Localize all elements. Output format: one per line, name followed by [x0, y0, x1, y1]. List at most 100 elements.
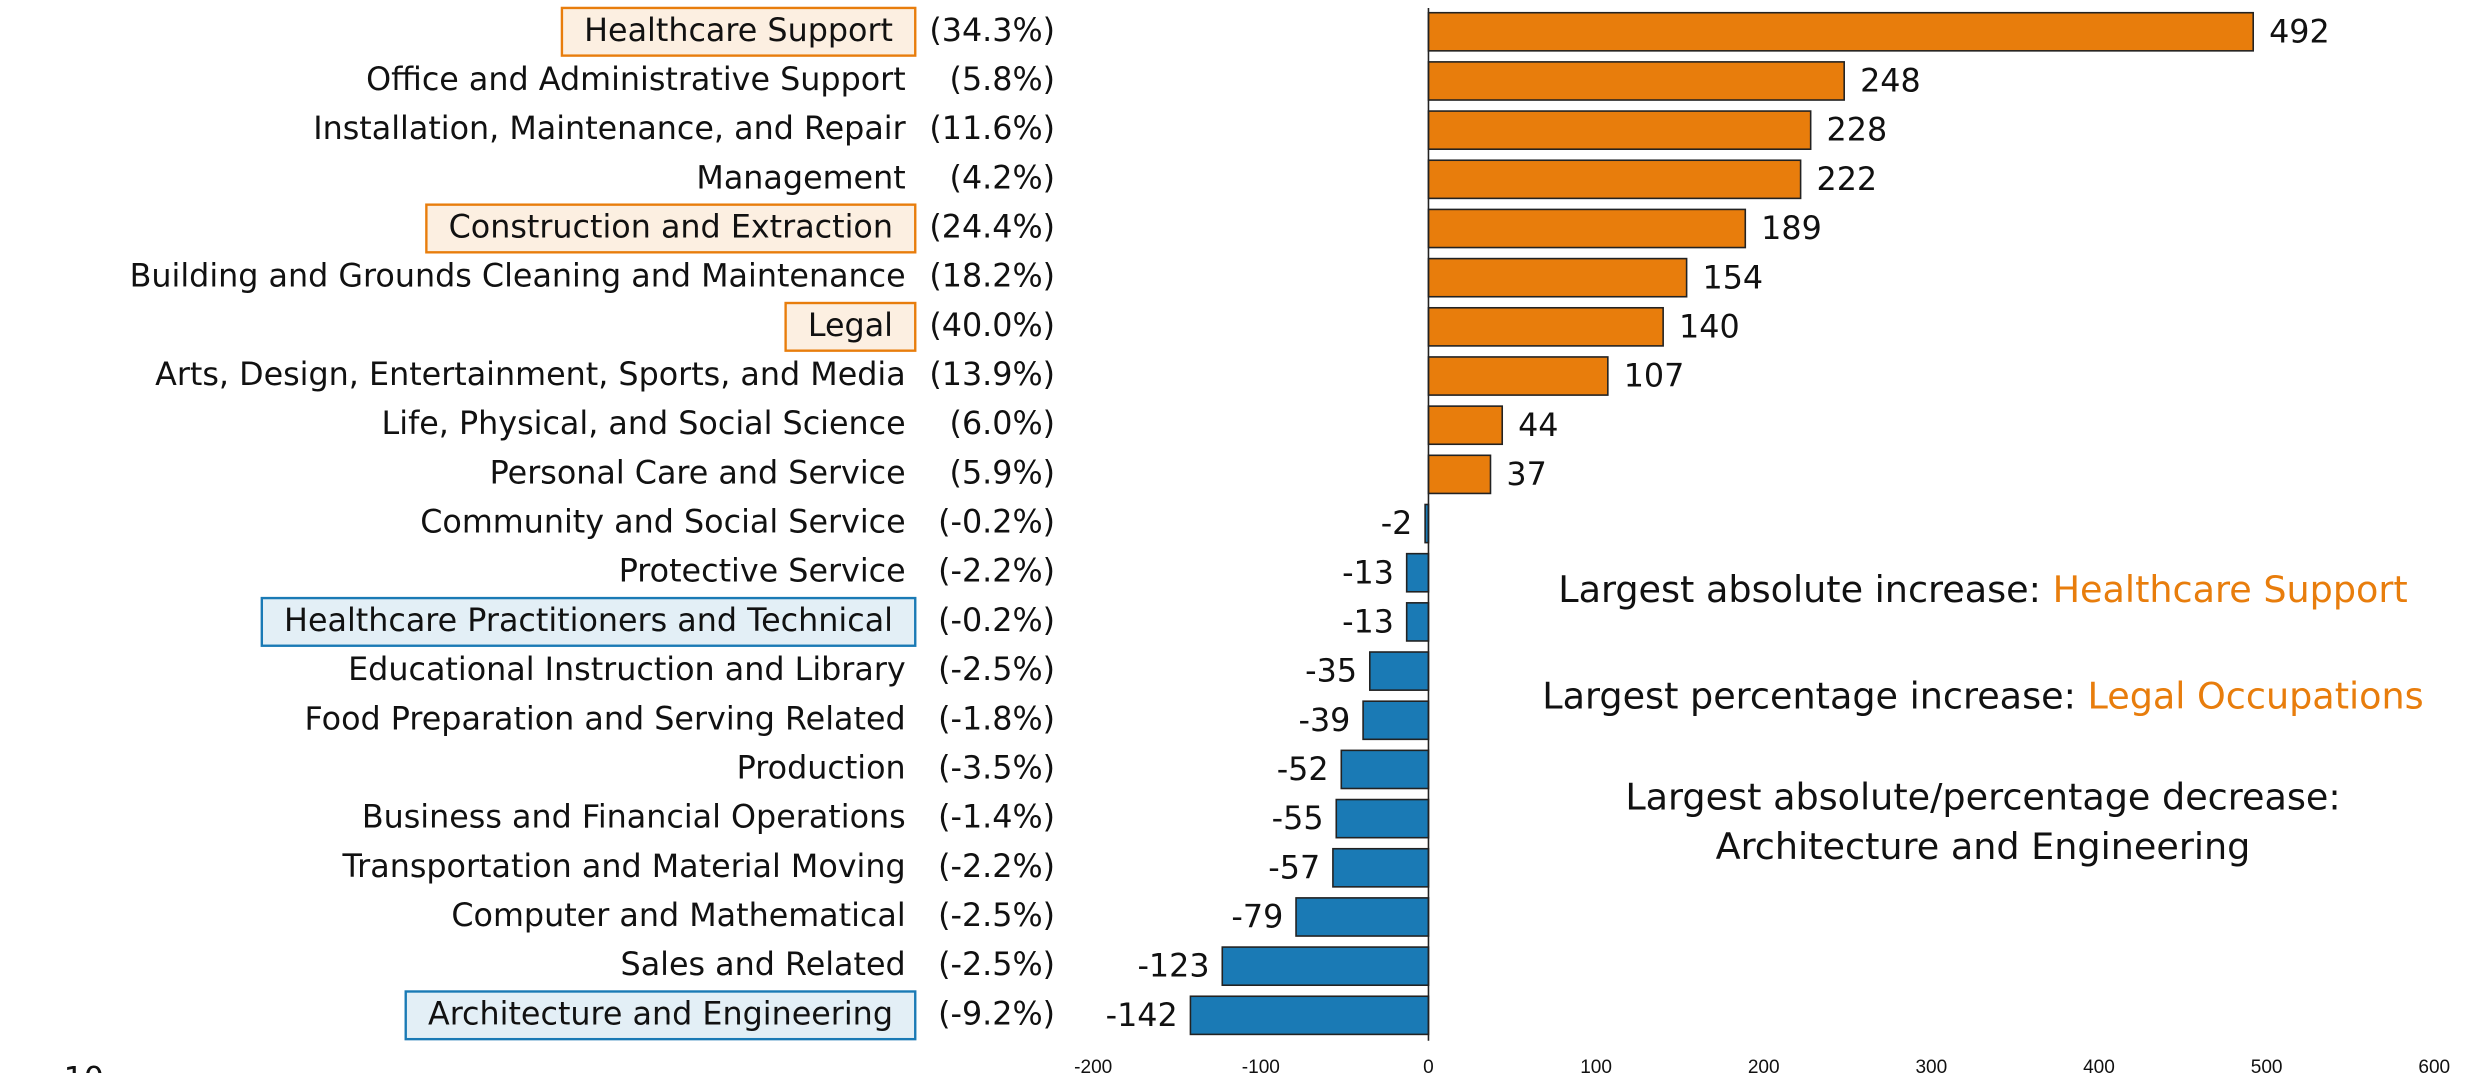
category-label: Educational Instruction and Library: [348, 652, 906, 688]
category-label: Business and Financial Operations: [362, 800, 906, 836]
value-label: -79: [1231, 900, 1283, 936]
percent-label: (-2.5%): [938, 652, 1055, 688]
bar: [1427, 356, 1609, 396]
annotation-text: Largest absolute/percentage decrease:: [1625, 776, 2340, 819]
x-tick-label: 400: [2083, 1057, 2115, 1073]
category-label: Building and Grounds Cleaning and Mainte…: [130, 259, 906, 295]
category-label: Arts, Design, Entertainment, Sports, and…: [155, 357, 906, 393]
bar: [1335, 798, 1430, 839]
value-label: -57: [1268, 850, 1320, 886]
category-label: Construction and Extraction: [449, 209, 893, 245]
category-label: Transportation and Material Moving: [341, 849, 905, 885]
percent-label: (-2.2%): [938, 554, 1055, 590]
category-label: Protective Service: [619, 554, 906, 590]
bar: [1405, 552, 1430, 593]
percent-label: (-2.5%): [938, 947, 1055, 983]
bar: [1427, 11, 2255, 52]
bar: [1368, 651, 1430, 691]
percent-label: (-0.2%): [938, 603, 1055, 639]
category-label: Management: [696, 160, 905, 196]
annotation-text: Largest absolute increase:: [1558, 568, 2052, 611]
bar: [1427, 454, 1492, 495]
value-label: 44: [1518, 408, 1558, 444]
label-box: [260, 596, 917, 647]
x-tick-label: 300: [1915, 1057, 1947, 1073]
value-label: 37: [1506, 457, 1546, 493]
x-tick-label: -100: [1242, 1057, 1280, 1073]
category-label: Office and Administrative Support: [366, 62, 906, 98]
value-label: -13: [1342, 604, 1394, 640]
percent-label: (-0.2%): [938, 505, 1055, 541]
value-label: 222: [1816, 162, 1877, 198]
value-label: 248: [1860, 64, 1921, 100]
bar: [1405, 602, 1430, 642]
category-label: Sales and Related: [621, 947, 906, 983]
value-label: -52: [1277, 752, 1329, 788]
category-label: Food Preparation and Serving Related: [305, 701, 906, 737]
percent-label: (4.2%): [950, 160, 1056, 196]
percent-label: (-1.8%): [938, 701, 1055, 737]
percent-label: (6.0%): [950, 406, 1056, 442]
annotation-highlight: Healthcare Support: [2053, 568, 2408, 611]
value-label: -123: [1137, 949, 1209, 985]
bar: [1427, 306, 1664, 347]
value-label: 228: [1827, 113, 1888, 149]
category-label: Healthcare Support: [584, 13, 893, 49]
label-box: [560, 6, 917, 57]
category-label: Legal: [808, 308, 893, 344]
value-label: -35: [1305, 654, 1357, 690]
percent-label: (40.0%): [929, 308, 1055, 344]
percent-label: (-2.2%): [938, 849, 1055, 885]
value-label: 107: [1624, 359, 1685, 395]
percent-label: (-1.4%): [938, 800, 1055, 836]
bar: [1221, 946, 1430, 987]
category-label: Healthcare Practitioners and Technical: [284, 603, 893, 639]
annotation-highlight: Legal Occupations: [2088, 674, 2424, 717]
value-label: -55: [1272, 801, 1324, 837]
x-tick-label: 0: [1423, 1057, 1434, 1073]
x-tick-label: 200: [1748, 1057, 1780, 1073]
x-tick-label: -200: [1074, 1057, 1112, 1073]
label-box: [784, 301, 917, 352]
x-tick-label: 500: [2251, 1057, 2283, 1073]
annotation: Largest absolute increase: Healthcare Su…: [1558, 568, 2407, 611]
bar: [1427, 159, 1802, 200]
value-label: -13: [1342, 555, 1394, 591]
category-label: Computer and Mathematical: [451, 898, 905, 934]
value-label: 189: [1761, 211, 1822, 247]
percent-label: (13.9%): [929, 357, 1055, 393]
category-label: Community and Social Service: [420, 505, 905, 541]
bar: [1427, 208, 1747, 249]
annotation-highlight: Architecture and Engineering: [1716, 825, 2251, 868]
category-label: Personal Care and Service: [490, 455, 906, 491]
bar: [1427, 405, 1504, 446]
value-label: -142: [1106, 998, 1178, 1034]
annotation-text: Largest percentage increase:: [1542, 674, 2087, 717]
value-label: -39: [1298, 703, 1350, 739]
value-label: 140: [1679, 309, 1740, 345]
bar: [1362, 700, 1430, 741]
bar: [1427, 110, 1812, 150]
value-label: 492: [2269, 14, 2330, 50]
page-number: 10: [64, 1061, 104, 1073]
percent-label: (24.4%): [929, 209, 1055, 245]
percent-label: (18.2%): [929, 259, 1055, 295]
x-tick-label: 600: [2418, 1057, 2450, 1073]
percent-label: (-9.2%): [938, 996, 1055, 1032]
percent-label: (11.6%): [929, 111, 1055, 147]
label-box: [425, 203, 917, 254]
bar: [1295, 897, 1430, 937]
x-tick-label: 100: [1580, 1057, 1612, 1073]
category-label: Architecture and Engineering: [428, 996, 893, 1032]
percent-label: (-3.5%): [938, 750, 1055, 786]
label-box: [404, 990, 917, 1041]
category-label: Production: [737, 750, 906, 786]
bar: [1332, 847, 1430, 888]
percent-label: (5.9%): [950, 455, 1056, 491]
annotation: Largest percentage increase: Legal Occup…: [1542, 674, 2423, 717]
category-label: Life, Physical, and Social Science: [382, 406, 906, 442]
bar: [1189, 995, 1430, 1036]
percent-label: (-2.5%): [938, 898, 1055, 934]
bar: [1427, 61, 1845, 101]
